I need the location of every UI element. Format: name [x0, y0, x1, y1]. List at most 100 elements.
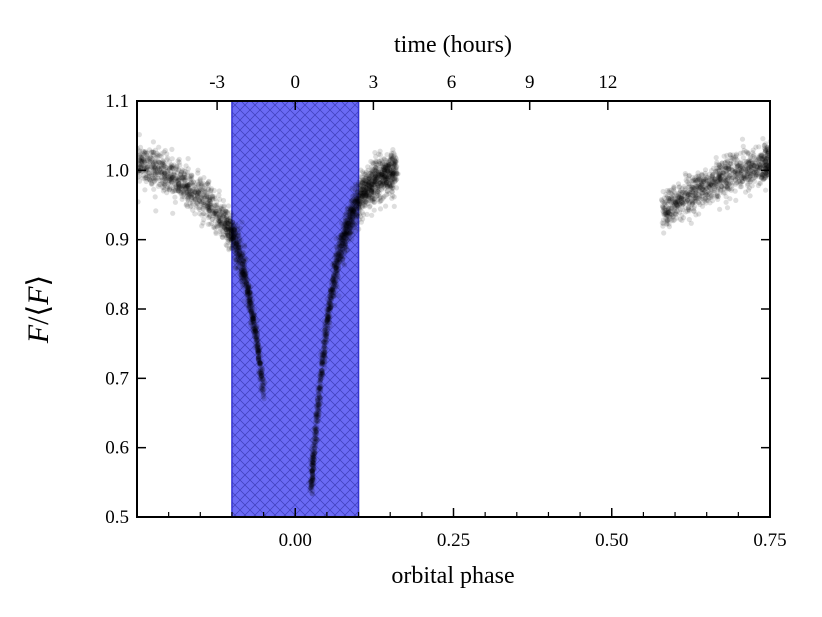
data-point: [313, 438, 319, 444]
data-point: [181, 190, 187, 196]
data-point: [246, 292, 252, 298]
data-point: [341, 232, 347, 238]
data-point: [177, 162, 183, 168]
data-point: [187, 176, 193, 182]
data-point: [251, 316, 257, 322]
data-point: [328, 288, 334, 295]
data-point: [343, 244, 349, 250]
data-point: [158, 169, 164, 175]
data-point: [195, 193, 201, 199]
data-point: [252, 312, 258, 318]
data-point: [174, 163, 180, 169]
data-point: [233, 241, 239, 247]
data-point: [179, 178, 185, 184]
data-point: [217, 216, 223, 222]
data-point: [208, 187, 214, 193]
data-point: [325, 319, 331, 325]
data-point: [221, 211, 227, 217]
data-point: [342, 230, 348, 236]
data-point: [742, 176, 748, 182]
data-point: [350, 215, 356, 221]
data-point: [310, 465, 317, 471]
data-point: [313, 410, 319, 417]
data-point: [207, 198, 213, 204]
data-point: [309, 468, 315, 474]
data-point: [164, 168, 170, 174]
data-point: [232, 243, 238, 249]
data-point: [309, 470, 315, 476]
data-point: [317, 374, 323, 380]
data-point: [213, 207, 219, 214]
data-point: [238, 261, 244, 267]
data-point: [388, 156, 394, 162]
data-point: [143, 173, 149, 179]
data-point: [234, 226, 240, 232]
data-point: [352, 181, 359, 188]
data-point: [170, 166, 176, 172]
data-point: [309, 462, 315, 468]
data-point: [323, 331, 330, 337]
data-point: [353, 213, 359, 219]
data-point: [241, 266, 247, 272]
data-point: [163, 174, 169, 180]
data-point: [309, 478, 315, 484]
data-point: [223, 220, 229, 226]
data-point: [142, 187, 148, 193]
data-point: [207, 202, 213, 208]
data-point: [328, 294, 334, 301]
data-point: [237, 253, 243, 259]
data-point: [321, 345, 327, 351]
data-point: [235, 265, 241, 271]
data-point: [225, 216, 231, 223]
x2-tick-label: 9: [525, 72, 535, 93]
data-point: [228, 228, 234, 234]
data-point: [353, 198, 359, 204]
data-point: [205, 200, 211, 206]
data-point: [329, 286, 335, 292]
data-point: [353, 200, 359, 206]
data-point: [202, 185, 208, 191]
data-point: [317, 371, 323, 378]
data-point: [309, 469, 316, 475]
data-point: [210, 196, 216, 202]
data-point: [334, 258, 340, 264]
data-point: [255, 355, 261, 361]
data-point: [189, 187, 195, 193]
data-point: [244, 281, 250, 287]
data-point: [220, 206, 226, 212]
data-point: [241, 259, 247, 265]
data-point: [139, 156, 145, 162]
data-point: [244, 276, 250, 282]
data-point: [252, 326, 258, 332]
data-point: [351, 225, 357, 231]
data-point: [219, 220, 225, 226]
data-point: [309, 462, 316, 468]
data-point: [201, 217, 207, 223]
data-point: [205, 194, 211, 200]
data-point: [247, 291, 253, 297]
data-point: [219, 209, 225, 215]
data-point: [142, 148, 148, 155]
data-point: [256, 350, 262, 356]
data-point: [331, 279, 337, 285]
data-point: [359, 190, 365, 196]
data-point: [326, 306, 332, 312]
data-point: [250, 326, 256, 332]
data-point: [739, 136, 746, 142]
data-point: [248, 308, 254, 314]
data-point: [257, 371, 264, 377]
data-point: [169, 146, 175, 152]
data-point: [225, 203, 232, 209]
data-point: [242, 268, 248, 274]
data-point: [246, 289, 252, 295]
data-point: [143, 178, 149, 185]
data-point: [225, 225, 231, 231]
data-point: [324, 314, 331, 320]
data-point: [223, 209, 229, 215]
data-point: [143, 174, 149, 181]
data-point: [337, 241, 343, 248]
data-point: [140, 153, 146, 159]
data-point: [238, 255, 244, 261]
data-point: [206, 201, 212, 208]
data-point: [239, 278, 245, 285]
